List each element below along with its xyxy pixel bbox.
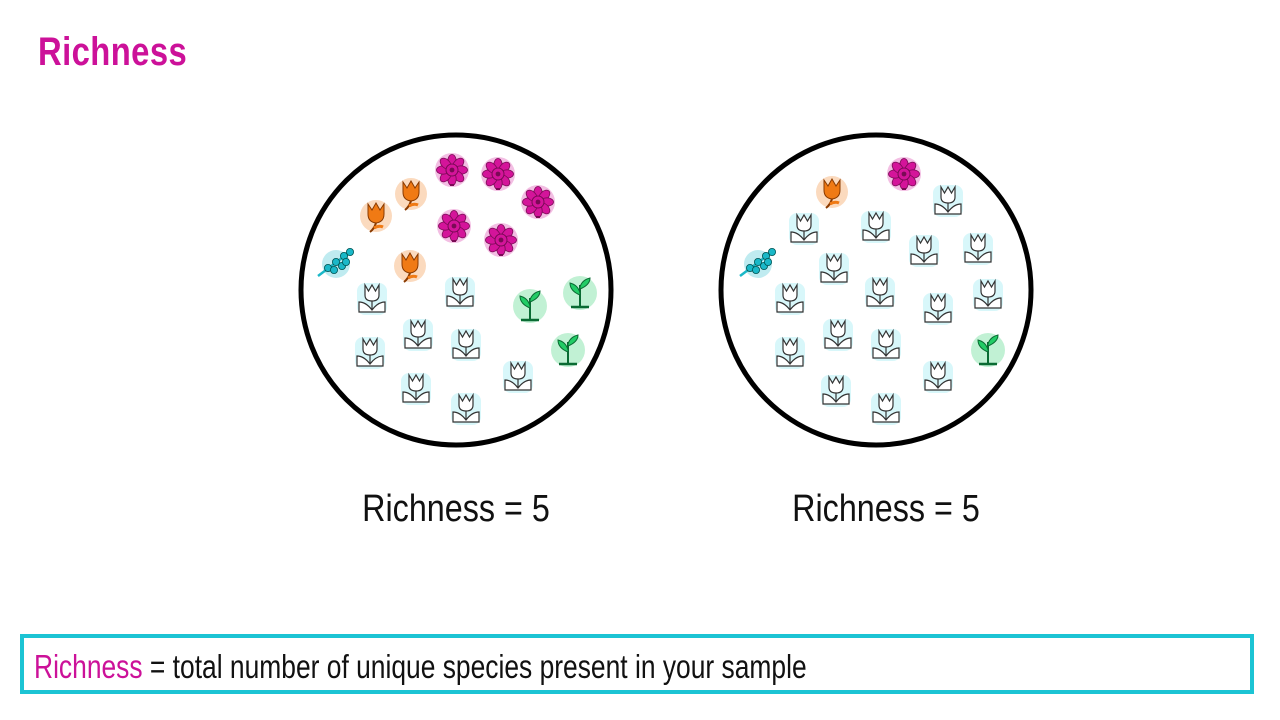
white-tulip-icon bbox=[933, 184, 963, 217]
pink-flower-icon bbox=[435, 153, 469, 187]
white-tulip-icon bbox=[821, 374, 851, 407]
white-tulip-icon bbox=[451, 392, 481, 425]
white-tulip-icon bbox=[923, 360, 953, 393]
white-tulip-icon bbox=[819, 252, 849, 285]
white-tulip-icon bbox=[357, 282, 387, 315]
white-tulip-icon bbox=[973, 278, 1003, 311]
white-tulip-icon bbox=[401, 372, 431, 405]
orange-tulip-icon bbox=[395, 178, 427, 211]
white-tulip-icon bbox=[403, 318, 433, 351]
white-tulip-icon bbox=[503, 360, 533, 393]
white-tulip-icon bbox=[923, 292, 953, 325]
pink-flower-icon bbox=[521, 185, 555, 219]
orange-tulip-icon bbox=[394, 250, 426, 283]
white-tulip-icon bbox=[789, 212, 819, 245]
definition-term: Richness bbox=[34, 648, 143, 685]
white-tulip-icon bbox=[871, 328, 901, 361]
pink-flower-icon bbox=[481, 157, 515, 191]
orange-tulip-icon bbox=[816, 176, 848, 209]
white-tulip-icon bbox=[823, 318, 853, 351]
orange-tulip-icon bbox=[360, 200, 392, 233]
sample-boundary bbox=[298, 132, 614, 448]
white-tulip-icon bbox=[775, 282, 805, 315]
white-tulip-icon bbox=[355, 336, 385, 369]
richness-caption-right: Richness = 5 bbox=[792, 488, 980, 530]
pink-flower-icon bbox=[887, 157, 921, 191]
white-tulip-icon bbox=[865, 276, 895, 309]
definition-body: = total number of unique species present… bbox=[142, 648, 807, 685]
white-tulip-icon bbox=[909, 234, 939, 267]
green-seedling-icon bbox=[551, 333, 585, 367]
sample-boundary bbox=[718, 132, 1034, 448]
blue-sprig-icon bbox=[317, 247, 354, 278]
pink-flower-icon bbox=[437, 209, 471, 243]
white-tulip-icon bbox=[871, 392, 901, 425]
white-tulip-icon bbox=[775, 336, 805, 369]
green-seedling-icon bbox=[971, 333, 1005, 367]
blue-sprig-icon bbox=[739, 247, 776, 278]
green-seedling-icon bbox=[563, 276, 597, 310]
green-seedling-icon bbox=[513, 289, 547, 323]
slide-title: Richness bbox=[38, 30, 188, 74]
white-tulip-icon bbox=[451, 328, 481, 361]
definition-text: Richness = total number of unique specie… bbox=[34, 648, 807, 686]
white-tulip-icon bbox=[445, 276, 475, 309]
sample-circle-right bbox=[716, 130, 1036, 450]
pink-flower-icon bbox=[484, 223, 518, 257]
white-tulip-icon bbox=[963, 232, 993, 265]
definition-box: Richness = total number of unique specie… bbox=[20, 634, 1254, 694]
white-tulip-icon bbox=[861, 210, 891, 243]
richness-caption-left: Richness = 5 bbox=[362, 488, 550, 530]
sample-circle-left bbox=[296, 130, 616, 450]
